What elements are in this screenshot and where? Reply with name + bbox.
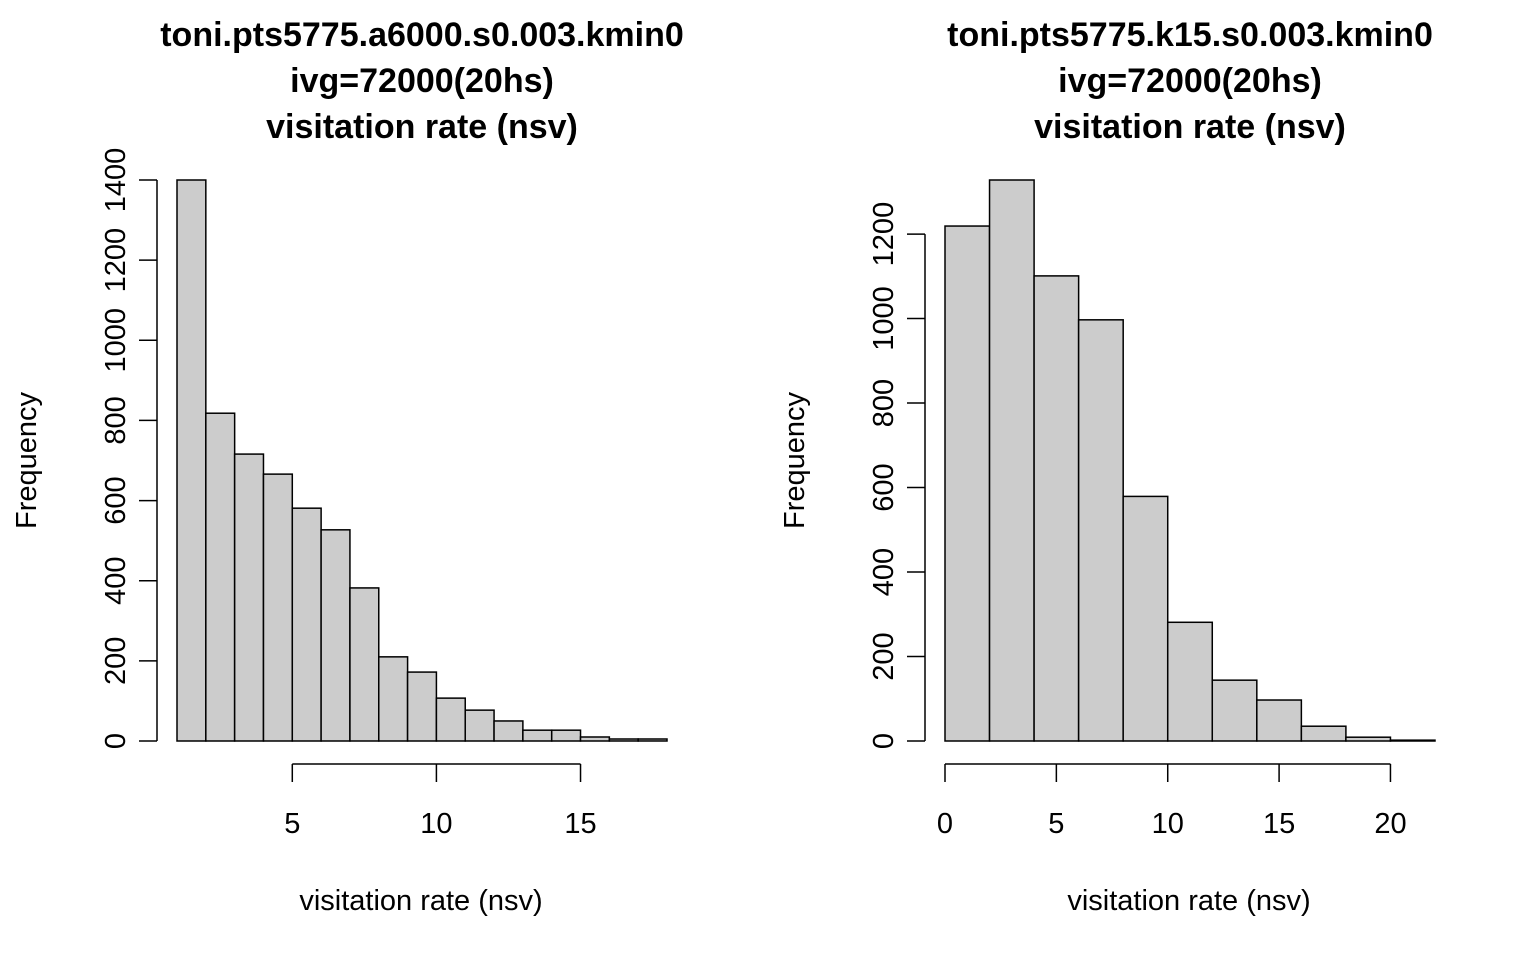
y-tick-label: 1400 <box>100 148 132 213</box>
x-tick-label: 15 <box>564 808 596 840</box>
bar <box>1077 319 1124 742</box>
bar <box>550 729 582 742</box>
bar <box>349 587 380 742</box>
y-tick-label: 1000 <box>100 308 132 373</box>
x-tick-label: 5 <box>1048 808 1064 840</box>
bar <box>176 179 207 742</box>
y-tick-label: 1000 <box>868 286 900 351</box>
x-axis-label: visitation rate (nsv) <box>1067 885 1310 917</box>
chart-title: visitation rate (nsv) <box>1034 108 1346 146</box>
y-tick-label: 800 <box>868 379 900 427</box>
bar <box>1211 679 1258 742</box>
x-tick-label: 10 <box>1152 808 1184 840</box>
y-tick-label: 1200 <box>100 228 132 293</box>
bar <box>1389 739 1436 742</box>
bar <box>435 697 466 742</box>
bar <box>1033 275 1080 742</box>
bar <box>579 736 611 742</box>
bar <box>1300 725 1347 742</box>
bar <box>1166 621 1214 742</box>
y-tick-label: 600 <box>100 476 132 524</box>
bar <box>493 720 524 742</box>
bar <box>988 179 1035 742</box>
x-tick-label: 10 <box>420 808 452 840</box>
bar <box>291 507 322 742</box>
bar <box>233 453 265 742</box>
y-tick-label: 0 <box>868 733 900 749</box>
bar <box>522 729 553 742</box>
chart-title: toni.pts5775.k15.s0.003.kmin0 <box>947 16 1433 54</box>
bar <box>1345 736 1392 742</box>
bar <box>944 225 991 742</box>
bar <box>1122 495 1169 742</box>
chart-title: ivg=72000(20hs) <box>290 62 554 100</box>
y-tick-label: 1200 <box>868 202 900 267</box>
bar <box>378 656 409 742</box>
y-axis-label: Frequency <box>779 391 811 529</box>
bar <box>320 529 351 742</box>
y-tick-label: 200 <box>868 632 900 680</box>
x-tick-label: 20 <box>1374 808 1406 840</box>
bar <box>637 738 668 742</box>
bar <box>406 671 438 742</box>
x-axis-label: visitation rate (nsv) <box>299 885 542 917</box>
x-tick-label: 5 <box>284 808 300 840</box>
bar <box>464 709 495 742</box>
chart-title: toni.pts5775.a6000.s0.003.kmin0 <box>160 16 684 54</box>
y-tick-label: 800 <box>100 396 132 444</box>
x-tick-label: 15 <box>1263 808 1295 840</box>
chart-title: visitation rate (nsv) <box>266 108 578 146</box>
y-tick-label: 400 <box>100 557 132 605</box>
bar <box>205 412 236 742</box>
chart-title: ivg=72000(20hs) <box>1058 62 1322 100</box>
y-tick-label: 400 <box>868 548 900 596</box>
x-tick-label: 0 <box>937 808 953 840</box>
bar <box>608 738 639 742</box>
bar <box>1256 699 1303 742</box>
y-tick-label: 600 <box>868 463 900 511</box>
bar <box>262 473 294 742</box>
y-axis-label: Frequency <box>11 391 43 529</box>
y-tick-label: 200 <box>100 637 132 685</box>
y-tick-label: 0 <box>100 733 132 749</box>
